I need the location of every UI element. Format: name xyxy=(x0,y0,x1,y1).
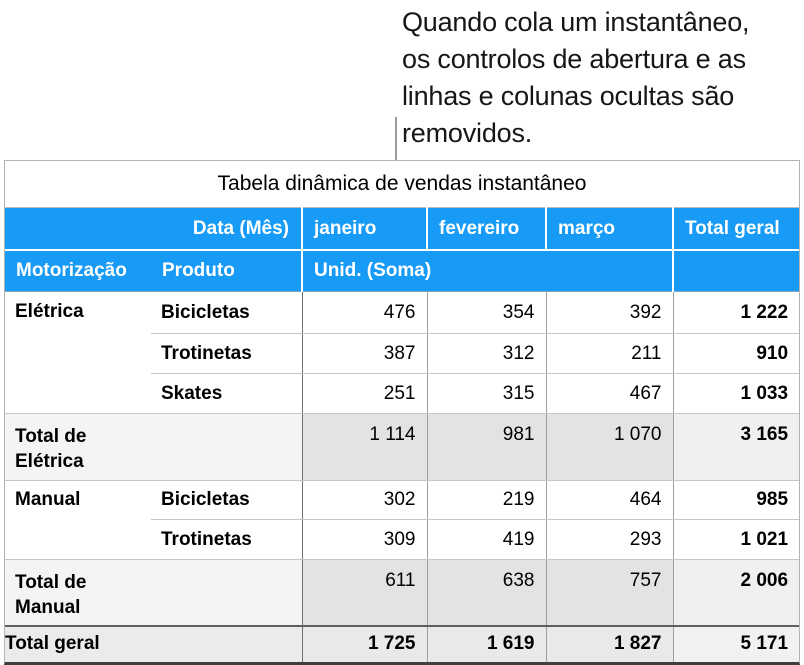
subtotal-total-cell[interactable]: 3 165 xyxy=(672,413,800,481)
subtotal-value-cell[interactable]: 757 xyxy=(545,559,673,626)
value-cell[interactable]: 354 xyxy=(426,291,546,334)
subtotal-label-text: Total de Elétrica xyxy=(15,426,87,472)
header-unid-soma[interactable]: Unid. (Soma) xyxy=(301,250,673,292)
row-total-cell[interactable]: 985 xyxy=(672,480,800,520)
value-cell[interactable]: 309 xyxy=(301,519,427,560)
subtotal-value-cell[interactable]: 981 xyxy=(426,413,546,481)
group-label-eletrica[interactable]: Elétrica xyxy=(5,291,151,414)
callout-leader-line xyxy=(395,117,397,161)
value-cell[interactable]: 211 xyxy=(545,333,673,374)
subtotal-value-cell[interactable]: 611 xyxy=(301,559,427,626)
subtotal-value-cell[interactable]: 1 114 xyxy=(301,413,427,481)
header-motorizacao[interactable]: Motorização xyxy=(5,250,151,292)
header-janeiro[interactable]: janeiro xyxy=(301,207,427,251)
callout-line: os controlos de abertura e as xyxy=(402,44,746,74)
grand-total-value-cell[interactable]: 1 725 xyxy=(301,624,427,662)
callout-line: Quando cola um instantâneo, xyxy=(402,7,750,37)
callout-text: Quando cola um instantâneo, os controlos… xyxy=(402,4,802,152)
subtotal-value-cell[interactable]: 1 070 xyxy=(545,413,673,481)
value-cell[interactable]: 293 xyxy=(545,519,673,560)
header-fevereiro[interactable]: fevereiro xyxy=(426,207,546,251)
subtotal-label-eletrica[interactable]: Total de Elétrica xyxy=(5,413,302,481)
subtotal-value-cell[interactable]: 638 xyxy=(426,559,546,626)
value-cell[interactable]: 392 xyxy=(545,291,673,334)
subtotal-total-cell[interactable]: 2 006 xyxy=(672,559,800,626)
grand-total-value-cell[interactable]: 1 827 xyxy=(545,624,673,662)
product-label[interactable]: Trotinetas xyxy=(151,519,302,560)
value-cell[interactable]: 419 xyxy=(426,519,546,560)
grand-total-value-cell[interactable]: 1 619 xyxy=(426,624,546,662)
callout-line: linhas e colunas ocultas são xyxy=(402,81,735,111)
header-total-geral[interactable]: Total geral xyxy=(671,207,800,251)
value-cell[interactable]: 251 xyxy=(301,373,427,414)
value-cell[interactable]: 387 xyxy=(301,333,427,374)
table-title[interactable]: Tabela dinâmica de vendas instantâneo xyxy=(5,161,800,208)
subtotal-label-text: Total de Manual xyxy=(15,572,87,618)
product-label[interactable]: Skates xyxy=(151,373,302,414)
header-data-mes[interactable]: Data (Mês) xyxy=(5,207,302,251)
product-label[interactable]: Bicicletas xyxy=(151,480,302,520)
callout-line: removidos. xyxy=(402,118,533,148)
subtotal-label-manual[interactable]: Total de Manual xyxy=(5,559,302,626)
value-cell[interactable]: 312 xyxy=(426,333,546,374)
header-marco[interactable]: março xyxy=(545,207,673,251)
row-total-cell[interactable]: 1 021 xyxy=(672,519,800,560)
grand-total-total-cell[interactable]: 5 171 xyxy=(672,624,800,662)
grand-total-label[interactable]: Total geral xyxy=(5,624,302,662)
value-cell[interactable]: 476 xyxy=(301,291,427,334)
product-label[interactable]: Trotinetas xyxy=(151,333,302,374)
header-produto[interactable]: Produto xyxy=(151,250,302,292)
product-label[interactable]: Bicicletas xyxy=(151,291,302,334)
group-label-manual[interactable]: Manual xyxy=(5,480,151,560)
header-empty-cell[interactable] xyxy=(671,250,800,292)
value-cell[interactable]: 464 xyxy=(545,480,673,520)
value-cell[interactable]: 315 xyxy=(426,373,546,414)
value-cell[interactable]: 219 xyxy=(426,480,546,520)
row-total-cell[interactable]: 910 xyxy=(672,333,800,374)
row-total-cell[interactable]: 1 222 xyxy=(672,291,800,334)
value-cell[interactable]: 467 xyxy=(545,373,673,414)
value-cell[interactable]: 302 xyxy=(301,480,427,520)
row-total-cell[interactable]: 1 033 xyxy=(672,373,800,414)
pivot-table: Tabela dinâmica de vendas instantâneo Da… xyxy=(4,160,800,665)
